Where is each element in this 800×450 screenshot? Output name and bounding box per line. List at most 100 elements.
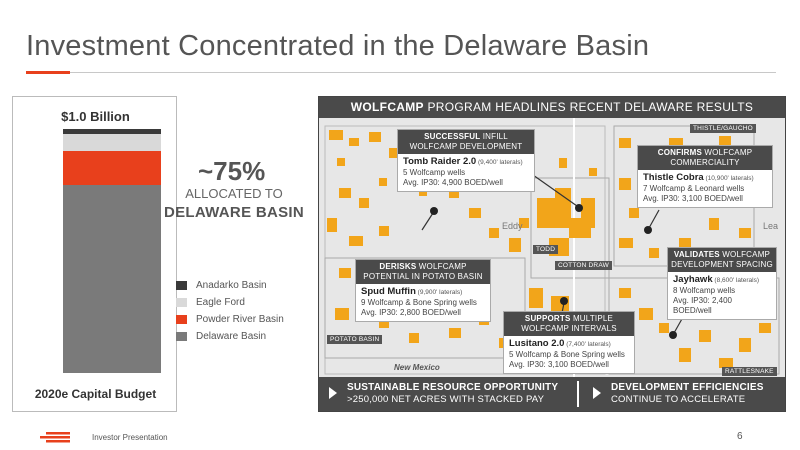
cotton-draw-area-tag: COTTON DRAW: [555, 261, 612, 270]
callout-body: Jayhawk (8,600' laterals) 8 Wolfcamp wel…: [668, 272, 776, 319]
thistle-leader: [648, 209, 660, 229]
callout-head-line2: POTENTIAL IN POTATO BASIN: [363, 272, 483, 281]
budget-legend: Anadarko Basin Eagle Ford Powder River B…: [176, 277, 284, 345]
page-title: Investment Concentrated in the Delaware …: [26, 30, 650, 62]
acreage-block: [619, 138, 631, 148]
acreage-block: [529, 288, 543, 308]
todd-area-tag: TODD: [533, 245, 559, 254]
well-lateral: (8,600' laterals): [712, 277, 760, 284]
callout-head-bold: VALIDATES: [673, 250, 720, 259]
acreage-block: [449, 328, 461, 338]
acreage-block: [379, 226, 389, 236]
jayhawk-marker: [669, 331, 677, 339]
allocated-to-label: ALLOCATED TO: [185, 186, 283, 201]
acreage-block: [339, 188, 351, 198]
callout-header: SUCCESSFUL INFILL WOLFCAMP DEVELOPMENT: [398, 130, 534, 154]
new-mexico-label: New Mexico: [394, 363, 440, 372]
footer-left-sub: >250,000 NET ACRES WITH STACKED PAY: [347, 394, 545, 405]
delaware-map-panel: WOLFCAMP PROGRAM HEADLINES RECENT DELAWA…: [318, 96, 786, 412]
callout-head-text: WOLFCAMP: [702, 148, 753, 157]
acreage-block: [639, 308, 653, 320]
tomb-leader: [532, 174, 578, 207]
acreage-block: [389, 148, 399, 158]
acreage-block: [699, 330, 711, 342]
acreage-block: [419, 188, 427, 196]
eddy-county-label: Eddy: [502, 221, 523, 231]
spud-leader: [421, 212, 434, 231]
callout-head-bold: SUPPORTS: [524, 314, 571, 323]
footer-right-heading: DEVELOPMENT EFFICIENCIES: [611, 382, 764, 393]
acreage-block: [359, 198, 369, 208]
callout-jayhawk: VALIDATES WOLFCAMP DEVELOPMENT SPACING Ja…: [667, 247, 777, 320]
acreage-block: [329, 130, 343, 140]
acreage-block: [337, 158, 345, 166]
map-header: WOLFCAMP PROGRAM HEADLINES RECENT DELAWA…: [319, 97, 785, 118]
legend-label: Eagle Ford: [196, 297, 245, 308]
acreage-block: [719, 358, 733, 368]
todd-outline: [530, 177, 610, 279]
spud-marker: [430, 207, 438, 215]
footer-left-heading: SUSTAINABLE RESOURCE OPPORTUNITY: [347, 382, 559, 393]
footer-text: Investor Presentation: [92, 433, 168, 442]
legend-swatch: [176, 281, 187, 290]
footer-divider: [577, 381, 579, 407]
legend-item-eagle-ford: Eagle Ford: [176, 294, 284, 311]
legend-swatch: [176, 298, 187, 307]
callout-header: DERISKS WOLFCAMP POTENTIAL IN POTATO BASI…: [356, 260, 490, 284]
callout-tomb-raider: SUCCESSFUL INFILL WOLFCAMP DEVELOPMENT To…: [397, 129, 535, 192]
legend-item-powder-river: Powder River Basin: [176, 311, 284, 328]
footer-left-block: SUSTAINABLE RESOURCE OPPORTUNITY >250,00…: [347, 382, 558, 405]
acreage-block: [759, 323, 771, 333]
acreage-block: [669, 138, 683, 148]
legend-label: Powder River Basin: [196, 314, 284, 325]
callout-head-bold: CONFIRMS: [657, 148, 702, 157]
map-header-bold: WOLFCAMP: [350, 100, 424, 114]
acreage-block: [739, 228, 751, 238]
acreage-block: [589, 168, 597, 176]
well-lateral: (10,900' laterals): [703, 175, 754, 182]
tomb-marker: [575, 204, 583, 212]
delaware-basin-label: DELAWARE BASIN: [163, 204, 305, 221]
well-name: Tomb Raider 2.0: [403, 156, 477, 167]
rattlesnake-area-tag: RATTLESNAKE: [722, 367, 777, 376]
map-area-outline: [324, 125, 606, 375]
acreage-block: [469, 208, 481, 218]
well-lateral: (7,400' laterals): [564, 341, 611, 348]
well-lateral: (9,900' laterals): [415, 289, 463, 296]
legend-label: Anadarko Basin: [196, 280, 267, 291]
well-name: Lusitano 2.0: [509, 338, 565, 349]
acreage-block: [649, 248, 659, 258]
map-header-text: PROGRAM HEADLINES RECENT DELAWARE RESULT…: [423, 100, 754, 114]
callout-head-text: MULTIPLE: [570, 314, 614, 323]
callout-body: Spud Muffin (9,900' laterals) 9 Wolfcamp…: [356, 284, 490, 321]
acreage-block: [449, 188, 459, 198]
footer-right-sub: CONTINUE TO ACCELERATE: [611, 394, 746, 405]
footer-right-block: DEVELOPMENT EFFICIENCIES CONTINUE TO ACC…: [611, 382, 764, 405]
acreage-block: [559, 158, 567, 168]
acreage-block: [537, 198, 557, 228]
callout-head-text: WOLFCAMP: [416, 262, 467, 271]
budget-caption: 2020e Capital Budget: [34, 387, 157, 401]
acreage-block: [619, 288, 631, 298]
callout-head-line2: DEVELOPMENT SPACING: [671, 260, 773, 269]
legend-item-delaware: Delaware Basin: [176, 328, 284, 345]
play-arrow-icon: [329, 387, 337, 399]
title-accent-bar: [26, 71, 70, 74]
acreage-block: [379, 318, 389, 328]
acreage-block: [619, 178, 631, 190]
callout-spud-muffin: DERISKS WOLFCAMP POTENTIAL IN POTATO BASI…: [355, 259, 491, 322]
acreage-block: [519, 218, 529, 228]
thistle-marker: [644, 226, 652, 234]
callout-lusitano: SUPPORTS MULTIPLE WOLFCAMP INTERVALS Lusi…: [503, 311, 635, 374]
acreage-block: [719, 136, 731, 146]
legend-swatch: [176, 315, 187, 324]
title-divider: [26, 72, 776, 73]
budget-segment-powder-river-basin: [63, 150, 161, 186]
acreage-block: [679, 238, 691, 248]
callout-thistle-cobra: CONFIRMS WOLFCAMP COMMERCIALITY Thistle C…: [637, 145, 773, 208]
budget-segment-anadarko-basin: [63, 129, 161, 134]
acreage-block: [379, 178, 387, 186]
well-ip30: Avg. IP30: 4,900 BOED/well: [403, 178, 503, 187]
well-count: 5 Wolfcamp wells: [403, 168, 466, 177]
play-arrow-icon: [593, 387, 601, 399]
